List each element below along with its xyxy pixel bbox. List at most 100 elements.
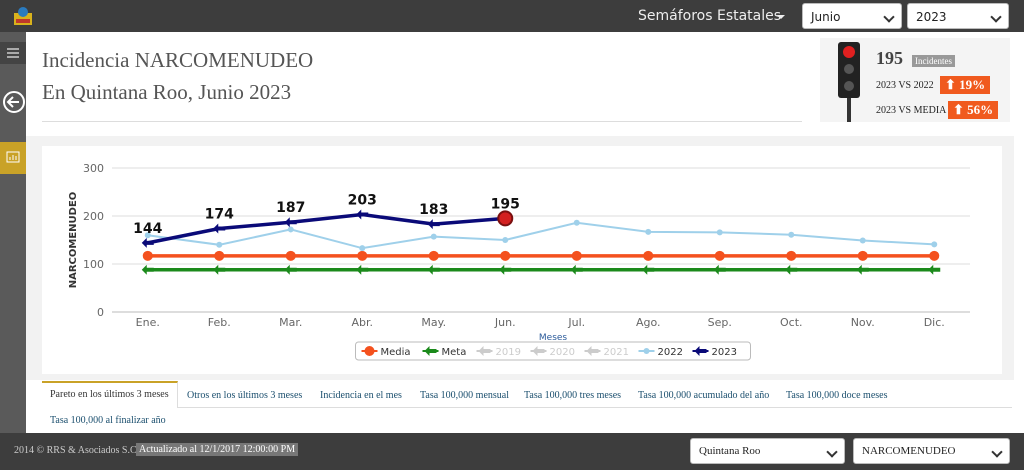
marker — [141, 237, 154, 248]
marker — [857, 250, 868, 261]
x-tick-label: Jul. — [567, 316, 585, 329]
vs-media-label: 2023 VS MEDIA — [876, 105, 947, 116]
marker — [359, 245, 366, 252]
legend-item[interactable]: 2019 — [476, 346, 521, 358]
x-axis-title: Meses — [539, 333, 568, 343]
vs-prev-label: 2023 VS 2022 — [876, 80, 934, 91]
legend-item[interactable]: 2020 — [530, 346, 575, 358]
vs-media-badge: ⬆ 56% — [948, 101, 999, 119]
x-tick-label: Sep. — [708, 316, 732, 329]
x-tick-label: Oct. — [780, 316, 803, 329]
footer: 2014 © RRS & Asociados S.C. Actualizado … — [0, 433, 1024, 470]
legend-item[interactable]: 2023 — [692, 346, 737, 358]
month-value: Junio — [811, 10, 841, 24]
year-value: 2023 — [916, 10, 947, 24]
tab-rule — [177, 407, 1012, 408]
vs-prev-value: 19% — [959, 77, 986, 92]
legend-swatch — [643, 348, 650, 354]
marker — [785, 264, 798, 275]
marker — [573, 219, 580, 226]
legend-item[interactable]: Media — [361, 346, 411, 358]
incident-count: 195 — [876, 48, 903, 68]
tab[interactable]: Tasa 100,000 doce meses — [786, 390, 888, 401]
crime-select[interactable]: NARCOMENUDEO — [853, 438, 1010, 464]
marker — [931, 241, 938, 248]
data-label: 195 — [491, 196, 520, 212]
marker — [714, 250, 725, 261]
data-label: 144 — [133, 221, 162, 237]
marker — [356, 264, 369, 275]
caret — [777, 15, 785, 19]
tab[interactable]: Tasa 100,000 tres meses — [524, 390, 622, 401]
legend-label: 2019 — [496, 347, 521, 358]
title-line1: Incidencia NARCOMENUDEO — [42, 48, 314, 72]
tabs: Pareto en los últimos 3 meses Otros en lo… — [42, 381, 1012, 431]
legend-item[interactable]: Meta — [422, 346, 467, 358]
legend-label: 2020 — [550, 347, 575, 358]
marker — [786, 250, 797, 261]
updated: Actualizado al 12/1/2017 12:00:00 PM — [136, 443, 299, 456]
marker — [570, 264, 583, 275]
tab[interactable]: Incidencia en el mes — [320, 390, 402, 401]
tab[interactable]: Tasa 100,000 al finalizar año — [50, 415, 166, 426]
month-select[interactable]: Junio — [802, 3, 902, 29]
incident-label: Incidentes — [912, 55, 955, 67]
sidebar — [0, 32, 26, 433]
marker — [213, 264, 226, 275]
top-bar: Semáforos Estatales Junio 2023 — [0, 0, 1024, 32]
x-tick-label: Jun. — [494, 316, 516, 329]
title-line2: En Quintana Roo, Junio 2023 — [42, 80, 292, 104]
data-label: 174 — [205, 206, 234, 222]
marker — [643, 250, 654, 261]
vs-media-value: 56% — [967, 102, 994, 117]
x-tick-label: May. — [421, 316, 446, 329]
marker — [142, 250, 153, 261]
chart: 0 100 200 300 Ene. Feb. Mar. Abr. May. Jun. Jul. Ag… — [42, 146, 1002, 374]
x-tick-label: Dic. — [924, 316, 945, 329]
marker — [214, 250, 225, 261]
marker — [428, 250, 439, 261]
logo — [14, 7, 32, 25]
tab[interactable]: Pareto en los últimos 3 meses — [42, 381, 178, 407]
marker — [645, 228, 652, 235]
state-select[interactable]: Quintana Roo — [690, 438, 845, 464]
tab[interactable]: Otros en los últimos 3 meses — [187, 390, 303, 401]
back-button[interactable] — [2, 90, 26, 114]
tab[interactable]: Tasa 100,000 mensual — [420, 390, 510, 401]
chart-button[interactable] — [0, 142, 26, 174]
marker — [357, 250, 368, 261]
state-value: Quintana Roo — [699, 445, 761, 457]
menu-button[interactable] — [0, 42, 26, 64]
legend-label: 2023 — [712, 347, 737, 358]
x-tick-label: Nov. — [851, 316, 875, 329]
tab[interactable]: Tasa 100,000 acumulado del año — [638, 390, 770, 401]
legend-item[interactable]: 2022 — [638, 347, 683, 358]
y-tick-label: 0 — [97, 306, 104, 319]
crime-value: NARCOMENUDEO — [862, 445, 956, 457]
marker-highlight — [497, 210, 514, 227]
data-label: 183 — [419, 202, 448, 218]
marker — [571, 250, 582, 261]
legend-item[interactable]: 2021 — [584, 346, 629, 358]
legend-label: Media — [381, 347, 411, 358]
marker — [356, 209, 369, 220]
marker — [502, 237, 509, 243]
y-tick-label: 300 — [83, 162, 104, 175]
x-tick-label: Mar. — [279, 316, 302, 329]
marker — [141, 264, 154, 275]
summary-box: 195 Incidentes 2023 VS 2022 ⬆ 19% 2023 V… — [820, 38, 1010, 122]
marker — [430, 233, 437, 240]
y-tick-label: 200 — [83, 210, 104, 223]
marker — [213, 223, 226, 234]
marker — [499, 264, 512, 275]
marker — [500, 250, 511, 261]
legend-swatch — [364, 346, 375, 356]
marker — [216, 241, 223, 248]
app-title[interactable]: Semáforos Estatales — [638, 8, 782, 24]
year-select[interactable]: 2023 — [907, 3, 1009, 29]
marker — [713, 264, 726, 275]
data-label: 187 — [276, 200, 305, 216]
x-tick-label: Ene. — [136, 316, 160, 329]
legend-label: 2022 — [658, 347, 683, 358]
